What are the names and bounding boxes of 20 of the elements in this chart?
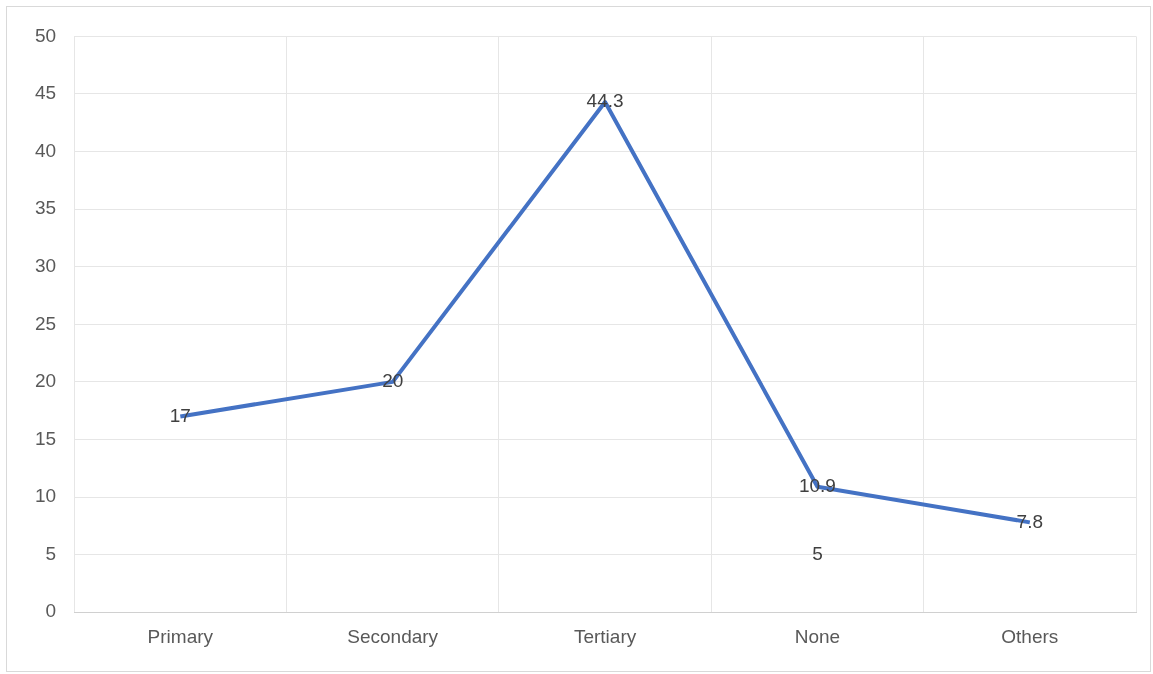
y-tick-label: 15 — [34, 427, 57, 449]
x-tick-label: Primary — [147, 625, 214, 647]
x-tick-label: None — [794, 625, 841, 647]
y-tick-label: 40 — [34, 139, 57, 161]
data-label: 7.8 — [1016, 510, 1044, 532]
x-tick-label: Secondary — [347, 625, 439, 647]
y-tick-label: 20 — [34, 370, 57, 392]
x-tick-label: Tertiary — [573, 625, 637, 647]
annotation: 5 — [812, 542, 823, 564]
x-tick-label: Others — [1001, 625, 1059, 647]
y-tick-label: 10 — [34, 485, 57, 507]
y-tick-label: 50 — [34, 24, 57, 46]
y-tick-label: 30 — [34, 254, 57, 276]
y-tick-label: 35 — [34, 197, 57, 219]
data-label: 17 — [169, 404, 191, 426]
data-label: 44.3 — [586, 90, 624, 112]
y-tick-label: 0 — [45, 600, 57, 622]
y-tick-label: 45 — [34, 82, 57, 104]
y-tick-label: 5 — [45, 542, 57, 564]
y-tick-label: 25 — [34, 312, 57, 334]
